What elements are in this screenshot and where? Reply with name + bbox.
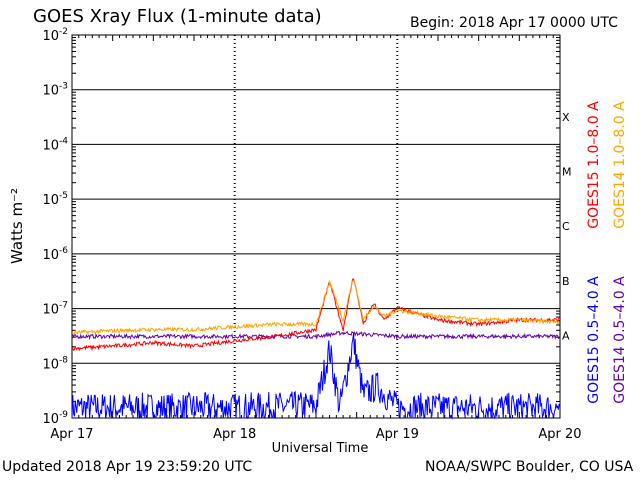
flare-class-label: M — [562, 166, 572, 179]
y-axis-label: Watts m⁻² — [8, 188, 26, 264]
y-tick-label: 10-4 — [42, 136, 68, 153]
chart-title: GOES Xray Flux (1-minute data) — [33, 6, 322, 27]
begin-time-label: Begin: 2018 Apr 17 0000 UTC — [410, 15, 618, 31]
y-tick-label: 10-2 — [42, 27, 68, 44]
y-tick-label: 10-9 — [42, 410, 68, 427]
y-tick-label: 10-8 — [42, 355, 68, 372]
legend-entry: GOES14 0.5–4.0 A — [612, 276, 628, 404]
legend-entry: GOES15 0.5–4.0 A — [586, 276, 602, 404]
x-tick-label: Apr 19 — [376, 427, 419, 442]
x-tick-label: Apr 17 — [50, 427, 93, 442]
legend-entry: GOES14 1.0–8.0 A — [612, 101, 628, 229]
series-line — [71, 330, 560, 341]
x-axis-label: Universal Time — [271, 441, 369, 456]
y-tick-label: 10-7 — [42, 301, 68, 318]
flare-class-label: B — [562, 275, 570, 288]
series-line — [71, 333, 560, 420]
flare-class-label: A — [562, 330, 570, 343]
x-tick-label: Apr 20 — [538, 427, 581, 442]
plot-frame — [71, 34, 561, 419]
credit-label: NOAA/SWPC Boulder, CO USA — [425, 459, 634, 475]
flare-class-label: C — [562, 220, 570, 233]
legend-entry: GOES15 1.0–8.0 A — [586, 101, 602, 229]
series-line — [72, 279, 560, 336]
x-tick-label: Apr 18 — [213, 427, 256, 442]
updated-timestamp: Updated 2018 Apr 19 23:59:20 UTC — [2, 459, 253, 475]
series-line — [71, 278, 560, 352]
flare-class-label: X — [562, 111, 570, 124]
y-tick-label: 10-6 — [42, 246, 68, 263]
y-tick-label: 10-5 — [42, 191, 68, 208]
y-tick-label: 10-3 — [42, 82, 68, 99]
